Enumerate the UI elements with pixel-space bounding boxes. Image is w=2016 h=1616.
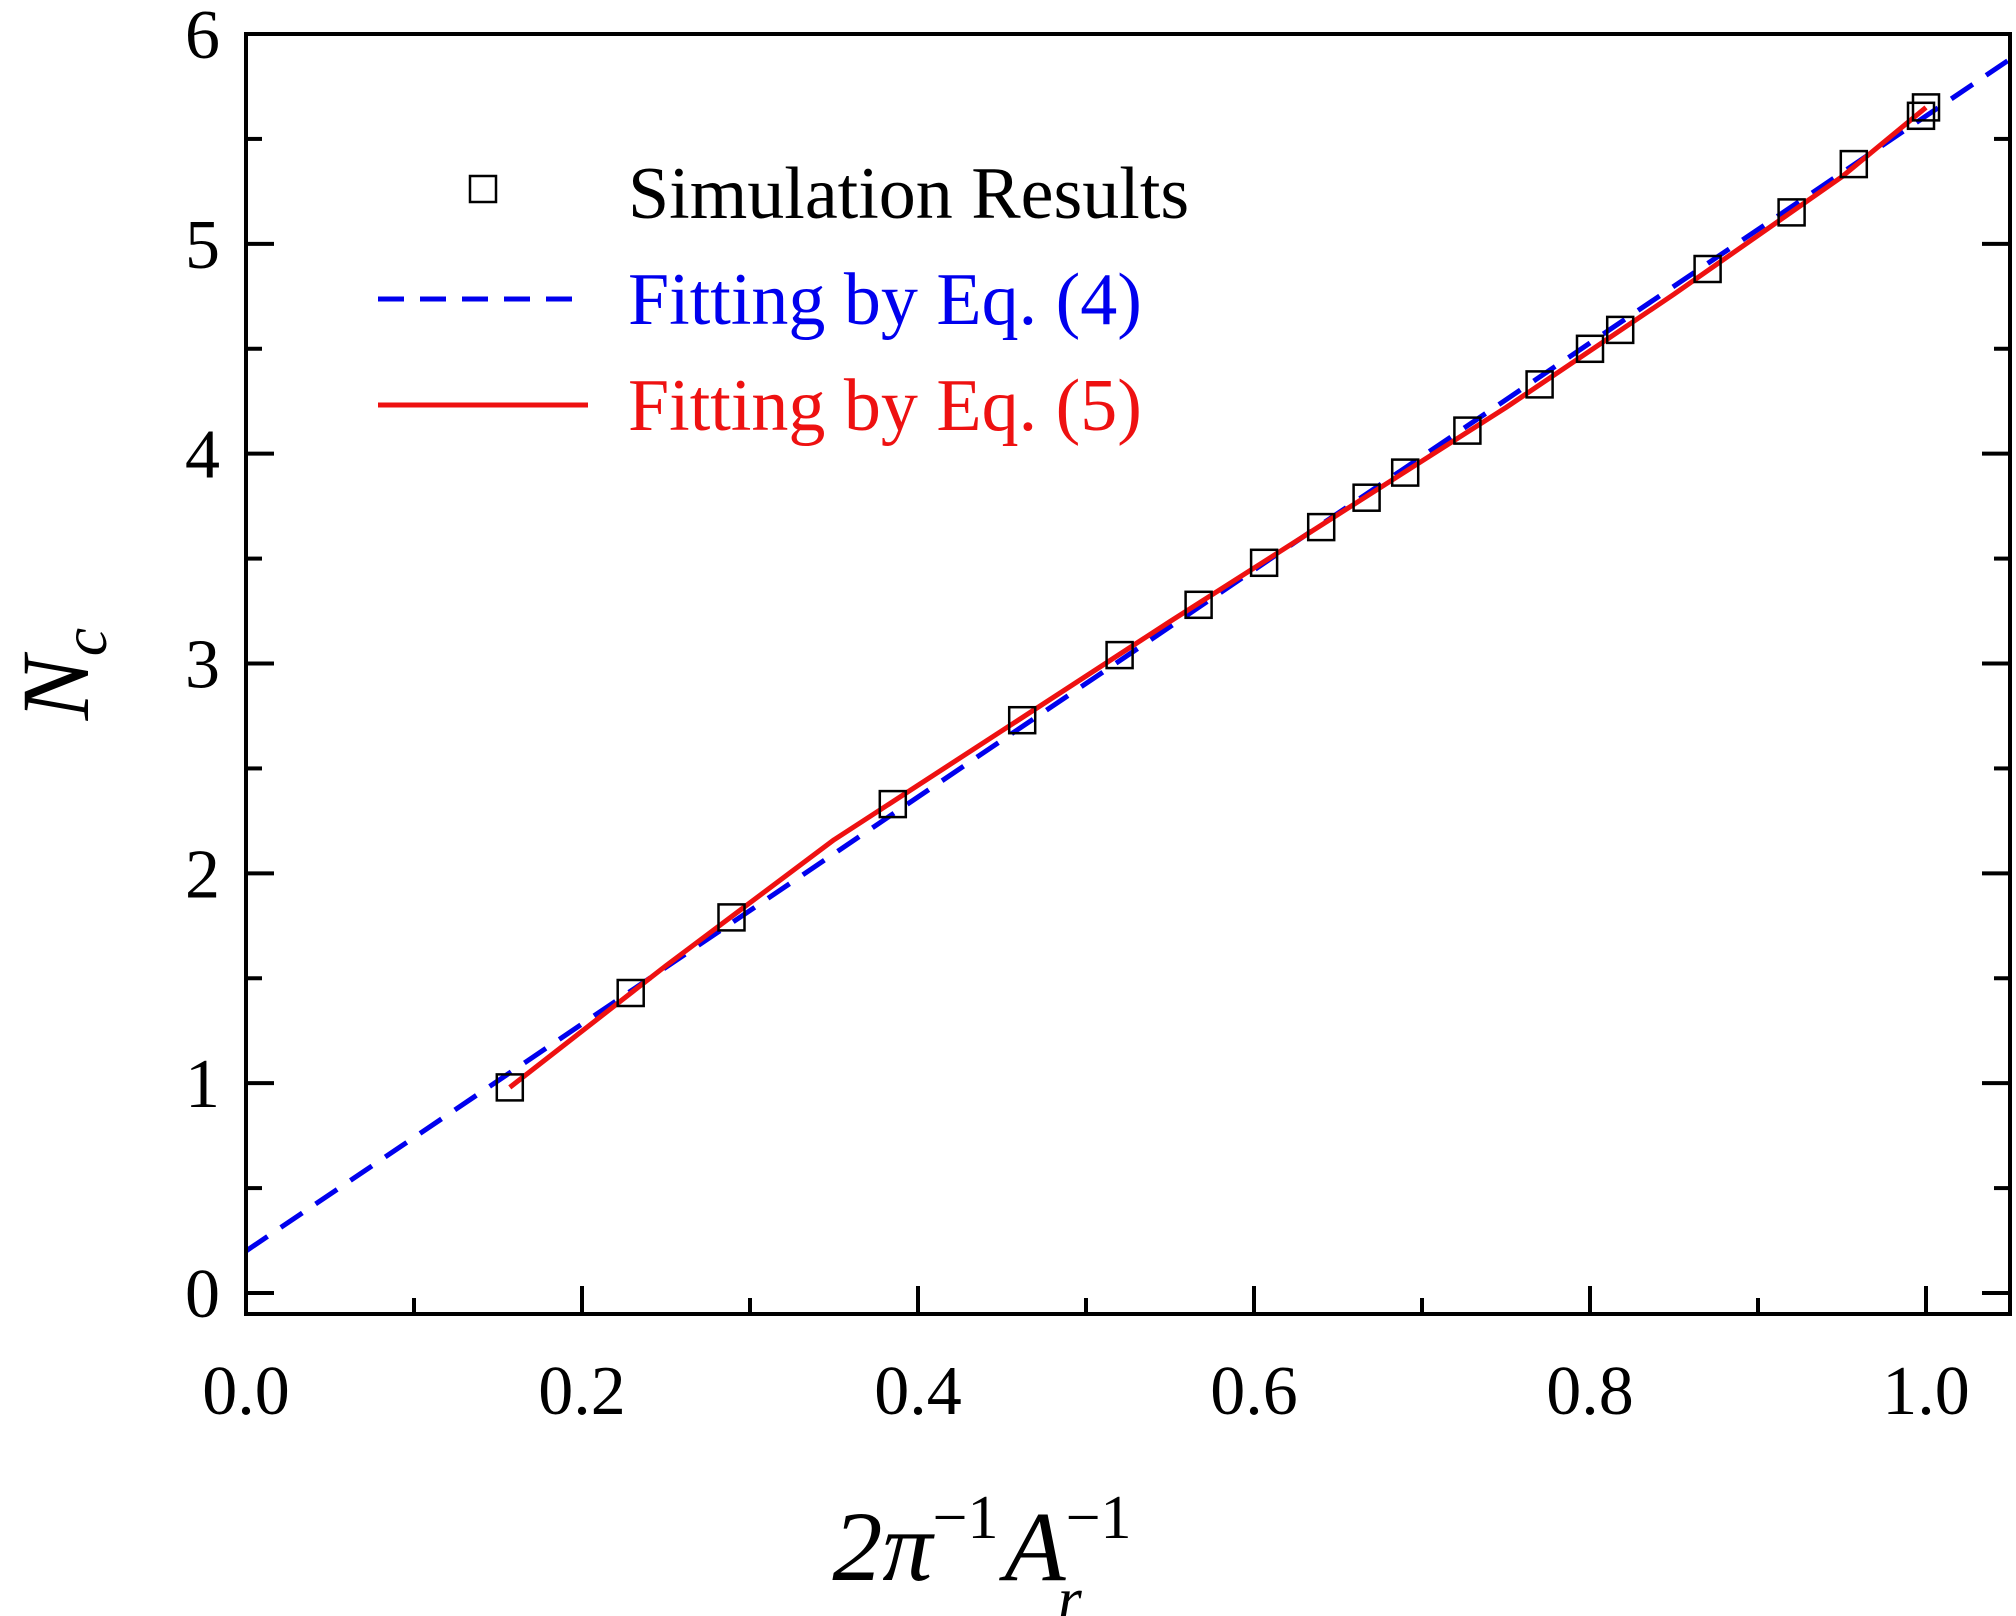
data-point [1839, 149, 1869, 179]
data-point [1453, 416, 1482, 445]
legend-label-eq4: Fitting by Eq. (4) [628, 259, 1142, 341]
legend-marker-simulation [468, 174, 498, 204]
data-point [1693, 254, 1722, 284]
y-axis-title-sub: c [49, 628, 120, 656]
data-point [616, 978, 645, 1008]
data-point [1777, 198, 1806, 227]
svg-text:2π−1A−1r: 2π−1A−1 r [832, 1484, 1131, 1616]
x-axis-title-sup2: −1 [1066, 1484, 1132, 1552]
data-point [1306, 512, 1336, 542]
data-point [1184, 590, 1213, 620]
x-axis-title-base: 2π [832, 1491, 935, 1602]
x-axis-title-sup1: −1 [933, 1484, 999, 1552]
x-tick-label: 0.6 [1210, 1353, 1298, 1430]
data-point [878, 789, 908, 819]
y-tick-label: 6 [185, 0, 220, 74]
x-tick-label: 0.0 [202, 1353, 290, 1430]
data-point [1249, 548, 1279, 578]
data-point [1390, 458, 1420, 487]
x-tick-label: 0.8 [1546, 1353, 1634, 1430]
legend: Simulation Results Fitting by Eq. (4) Fi… [378, 153, 1189, 447]
x-axis-title-sub: r [1058, 1566, 1083, 1616]
data-point [1105, 640, 1134, 670]
y-axis-title-var: N [2, 651, 109, 721]
plot-marks [246, 57, 2010, 1254]
plot-frame [244, 32, 2012, 1316]
series-line-eq5 [508, 105, 1928, 1090]
data-point [1352, 483, 1381, 512]
data-point [1911, 93, 1941, 122]
y-tick-label: 3 [185, 627, 220, 704]
axis-ticks: 0.0 0.2 0.4 0.6 0.8 1.0 0 1 2 3 4 5 6 [185, 0, 2010, 1430]
data-point [1007, 705, 1037, 735]
x-axis-title: 2π−1A−1 r [832, 1484, 1131, 1616]
data-point [1575, 334, 1605, 364]
series-line-eq4 [246, 57, 2010, 1254]
y-tick-label: 1 [185, 1046, 220, 1123]
data-point [1525, 370, 1554, 399]
x-tick-label: 0.2 [538, 1353, 626, 1430]
x-axis-title-var: A [999, 1491, 1067, 1602]
y-tick-label: 0 [185, 1256, 220, 1333]
data-point [1906, 101, 1936, 131]
x-tick-label: 0.4 [874, 1353, 962, 1430]
x-tick-label: 1.0 [1882, 1353, 1970, 1430]
legend-label-simulation: Simulation Results [628, 153, 1189, 235]
svg-text:Nc: Nc [2, 628, 120, 721]
data-point [495, 1073, 525, 1102]
y-tick-label: 5 [185, 207, 220, 284]
data-point [717, 903, 746, 932]
legend-label-eq5: Fitting by Eq. (5) [628, 365, 1142, 447]
y-tick-label: 2 [185, 836, 220, 913]
y-tick-label: 4 [185, 417, 220, 494]
data-point [1605, 315, 1635, 345]
y-axis-title: Nc [2, 628, 120, 721]
